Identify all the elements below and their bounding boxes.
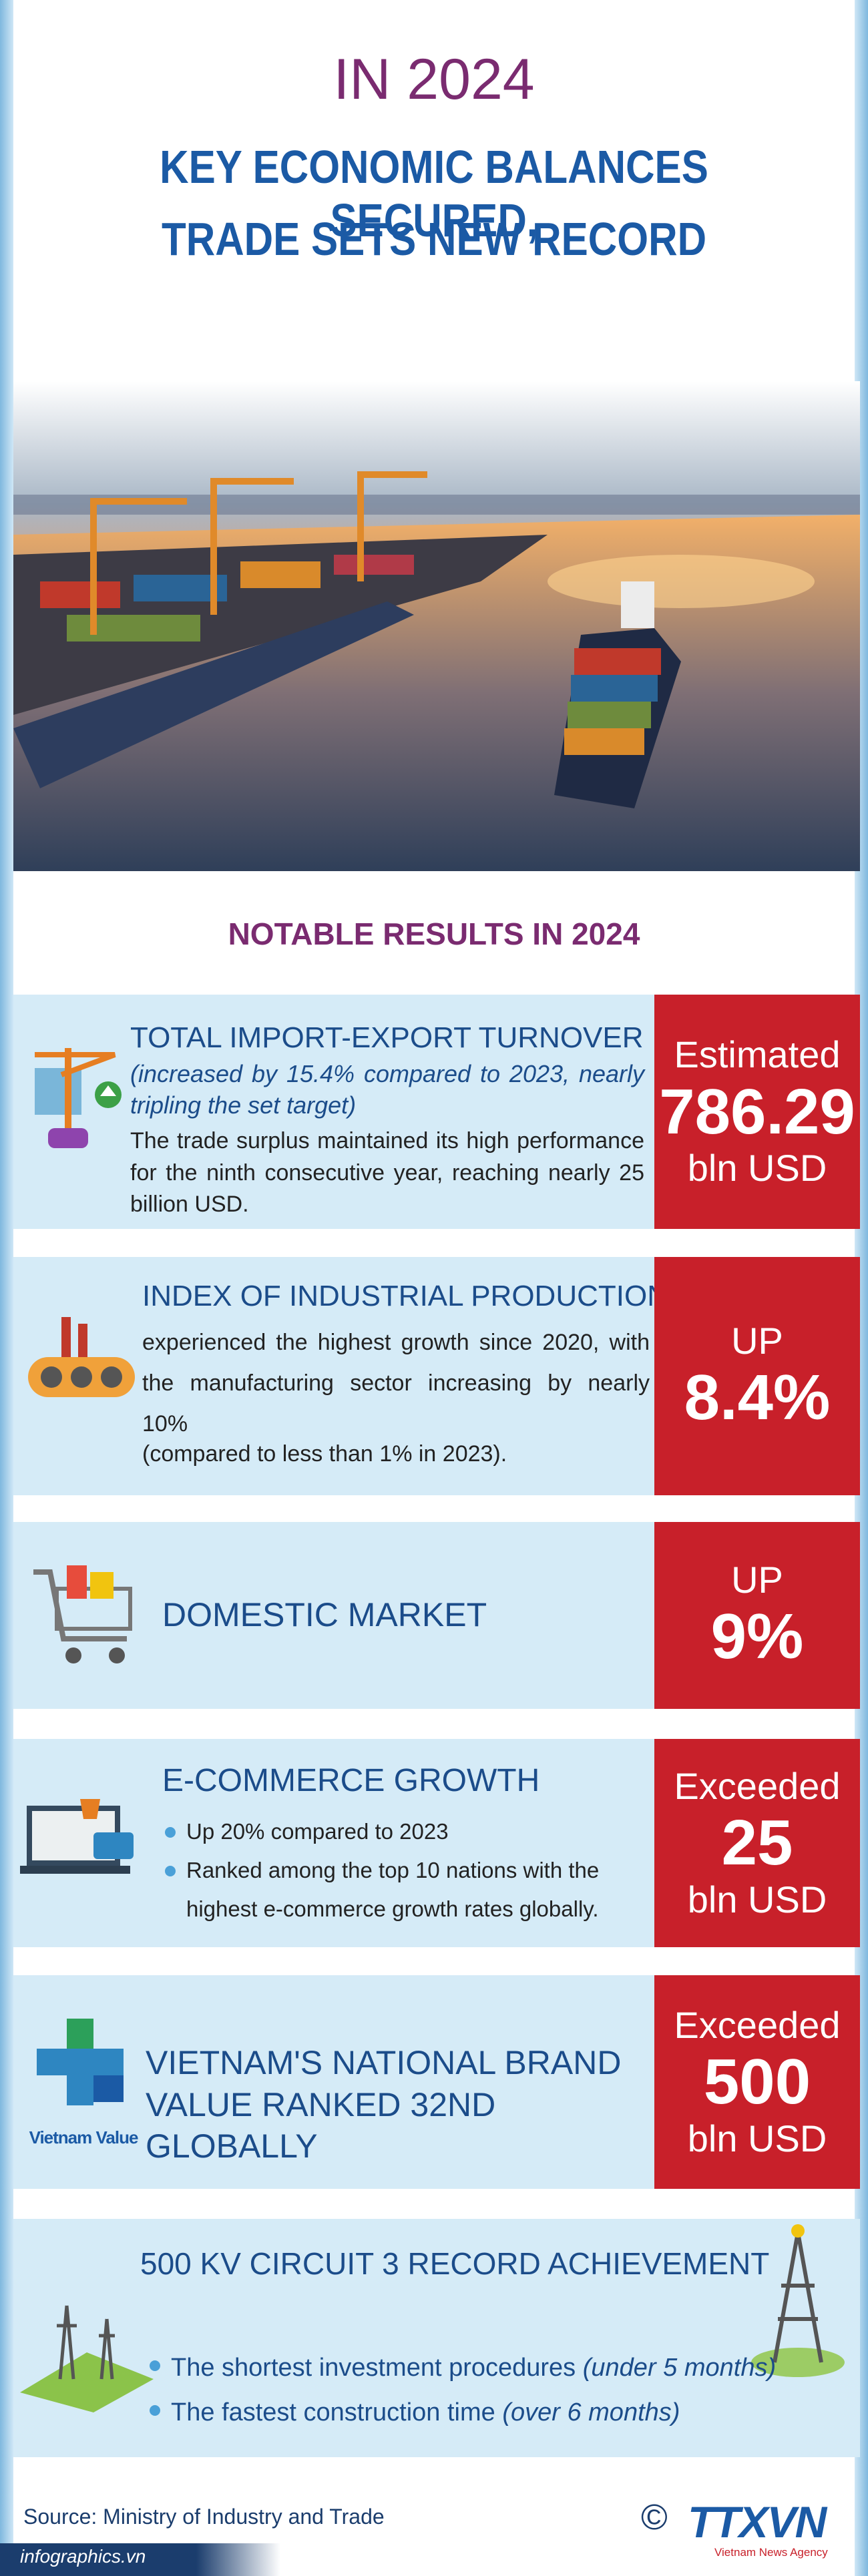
badge-value: 500 [703,2046,811,2118]
item-title: DOMESTIC MARKET [162,1596,487,1633]
badge-text: bln USD [687,1878,827,1920]
item-card: DOMESTIC MARKET UP 9% [13,1522,860,1709]
item-title: TOTAL IMPORT-EXPORT TURNOVER [130,1021,644,1054]
section-title: NOTABLE RESULTS IN 2024 [228,917,640,951]
item-card: INDEX OF INDUSTRIAL PRODUCTION experienc… [13,1257,860,1495]
badge: UP 9% [654,1522,860,1709]
item-card: TOTAL IMPORT-EXPORT TURNOVER (increased … [13,995,860,1229]
badge-text: Estimated [674,1033,841,1076]
badge-text: Exceeded [674,2003,841,2046]
badge-value: 8.4% [684,1361,831,1433]
badge-text: Exceeded [674,1764,841,1807]
item-card: E-COMMERCE GROWTH Up 20% compared to 202… [13,1739,860,1947]
badge-value: 9% [710,1601,804,1673]
site: infographics.vn [20,2546,146,2567]
icon-tower [751,2224,845,2377]
item-title: 500 KV CIRCUIT 3 RECORD ACHIEVEMENT [140,2246,770,2281]
item-title: INDEX OF INDUSTRIAL PRODUCTION [142,1280,668,1312]
harbor-photo [13,381,860,871]
badge: Estimated 786.29 bln USD [654,995,860,1229]
agency-logo: TTXVN [688,2497,827,2547]
site-bar [0,2543,280,2576]
icon-crane [35,1048,122,1148]
icon-vietnam-value [37,2019,124,2105]
bullet-text: The fastest construction time [171,2398,495,2426]
frame-left [0,0,13,2576]
badge: Exceeded 25 bln USD [654,1739,860,1947]
title-line: KEY ECONOMIC BALANCES SECURED, [160,141,708,246]
kicker: IN 2024 [333,47,535,111]
icon-pylons [20,2305,154,2412]
bullet: Up 20% compared to 2023 [162,1812,643,1851]
item-note: (compared to less than 1% in 2023). [142,1441,507,1467]
badge-value: 25 [721,1807,793,1879]
item-note: (increased by 15.4% compared to 2023, ne… [130,1060,644,1119]
icon-ecommerce [20,1799,134,1874]
badge-text: bln USD [687,1147,827,1190]
badge: UP 8.4% [654,1257,860,1495]
agency-sub: Vietnam News Agency [714,2546,828,2559]
bullet-list: Up 20% compared to 2023 Ranked among the… [162,1812,643,1928]
badge-text: bln USD [687,2117,827,2159]
bullet-note: (under 5 months) [582,2354,777,2382]
item-title: E-COMMERCE GROWTH [162,1763,540,1798]
bullet: The fastest construction time (over 6 mo… [147,2390,801,2435]
item-title: VIETNAM'S NATIONAL BRAND VALUE RANKED 32… [146,2044,622,2165]
title-line: TRADE SETS NEW RECORD [161,213,707,265]
badge: Exceeded 500 bln USD [654,1975,860,2189]
logo-label: Vietnam Value [29,2127,139,2147]
source: Source: Ministry of Industry and Trade [23,2505,385,2529]
bullet-text: The shortest investment procedures [171,2354,576,2382]
bullet-list: The shortest investment procedures (unde… [147,2346,801,2434]
item-card: 500 KV CIRCUIT 3 RECORD ACHIEVEMENT The … [13,2219,860,2457]
badge-text: UP [731,1559,783,1601]
bullet: The shortest investment procedures (unde… [147,2346,801,2390]
item-card: Vietnam Value VIETNAM'S NATIONAL BRAND V… [13,1975,860,2189]
item-body: experienced the highest growth since 202… [142,1330,650,1437]
icon-factory [28,1317,135,1397]
item-body: The trade surplus maintained its high pe… [130,1128,644,1218]
icon-cart [33,1565,132,1663]
copyright: © [641,2497,668,2537]
badge-text: UP [731,1319,783,1362]
bullet-note: (over 6 months) [502,2398,680,2426]
bullet: Ranked among the top 10 nations with the… [162,1851,643,1928]
badge-value: 786.29 [659,1075,855,1147]
